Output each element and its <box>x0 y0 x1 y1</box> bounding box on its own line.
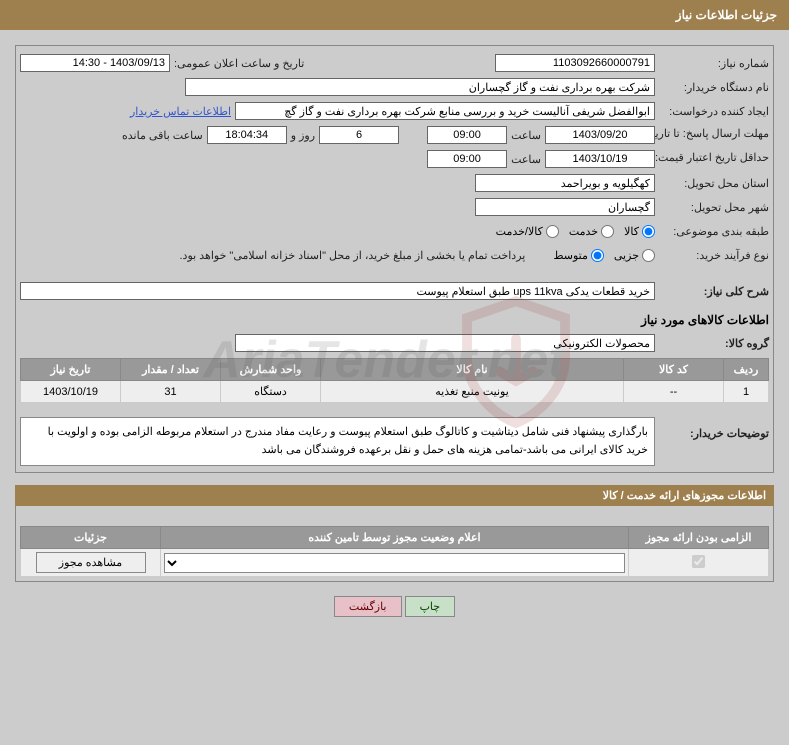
response-date-field: 1403/09/20 <box>545 126 655 144</box>
license-panel: الزامی بودن ارائه مجوز اعلام وضعیت مجوز … <box>15 506 774 582</box>
cell-unit: دستگاه <box>221 381 321 403</box>
goods-group-field: محصولات الکترونیکی <box>235 334 655 352</box>
goods-table: ردیف کد کالا نام کالا واحد شمارش تعداد /… <box>20 358 769 403</box>
print-button[interactable]: چاپ <box>405 596 456 617</box>
goods-group-label: گروه کالا: <box>659 337 769 350</box>
announce-date-label: تاریخ و ساعت اعلان عمومی: <box>174 57 304 70</box>
purchase-option-1[interactable]: متوسط <box>553 249 604 262</box>
lic-col-status: اعلام وضعیت مجوز توسط تامین کننده <box>161 527 629 549</box>
bottom-bar: چاپ بازگشت <box>15 582 774 617</box>
cell-code: -- <box>624 381 724 403</box>
view-license-button[interactable]: مشاهده مجوز <box>36 552 146 573</box>
delivery-city-field: گچساران <box>475 198 655 216</box>
delivery-province-field: کهگیلویه و بویراحمد <box>475 174 655 192</box>
buyer-org-field: شرکت بهره برداری نفت و گاز گچساران <box>185 78 655 96</box>
price-validity-date-field: 1403/10/19 <box>545 150 655 168</box>
category-radio-group: کالا خدمت کالا/خدمت <box>496 225 655 238</box>
col-name: نام کالا <box>321 359 624 381</box>
col-row: ردیف <box>724 359 769 381</box>
cat-radio-2[interactable] <box>546 225 559 238</box>
price-validity-time-field: 09:00 <box>427 150 507 168</box>
announce-date-field: 1403/09/13 - 14:30 <box>20 54 170 72</box>
payment-note: پرداخت تمام یا بخشی از مبلغ خرید، از محل… <box>180 249 526 262</box>
need-number-label: شماره نیاز: <box>659 57 769 70</box>
license-section-title: اطلاعات مجوزهای ارائه خدمت / کالا <box>15 485 774 506</box>
cat-radio-0[interactable] <box>642 225 655 238</box>
cat-radio-1[interactable] <box>601 225 614 238</box>
lic-col-mandatory: الزامی بودن ارائه مجوز <box>629 527 769 549</box>
requester-label: ایجاد کننده درخواست: <box>659 105 769 118</box>
countdown-field: 18:04:34 <box>207 126 287 144</box>
category-label: طبقه بندی موضوعی: <box>659 225 769 238</box>
buyer-notes-box: بارگذاری پیشنهاد فنی شامل دیتاشیت و کاتا… <box>20 417 655 466</box>
purchase-radio-group: جزیی متوسط <box>553 249 655 262</box>
price-validity-label: حداقل تاریخ اعتبار قیمت: تا تاریخ: <box>659 152 769 165</box>
purchase-type-label: نوع فرآیند خرید: <box>659 249 769 262</box>
col-unit: واحد شمارش <box>221 359 321 381</box>
general-desc-label: شرح کلی نیاز: <box>659 285 769 298</box>
back-button[interactable]: بازگشت <box>334 596 402 617</box>
col-date: تاریخ نیاز <box>21 359 121 381</box>
col-qty: تعداد / مقدار <box>121 359 221 381</box>
cat-option-2[interactable]: کالا/خدمت <box>496 225 559 238</box>
mandatory-checkbox <box>692 555 705 568</box>
lic-mandatory-cell <box>629 549 769 577</box>
cell-qty: 31 <box>121 381 221 403</box>
purchase-radio-0[interactable] <box>642 249 655 262</box>
days-remaining-field: 6 <box>319 126 399 144</box>
status-select[interactable] <box>164 553 625 573</box>
response-deadline-label: مهلت ارسال پاسخ: تا تاریخ: <box>659 128 769 141</box>
contact-link[interactable]: اطلاعات تماس خریدار <box>130 105 231 118</box>
time-label-1: ساعت <box>511 129 541 142</box>
remaining-label: ساعت باقی مانده <box>122 129 203 142</box>
need-number-field: 1103092660000791 <box>495 54 655 72</box>
goods-section-title: اطلاعات کالاهای مورد نیاز <box>20 310 769 330</box>
page-header: جزئیات اطلاعات نیاز <box>0 0 789 30</box>
delivery-city-label: شهر محل تحویل: <box>659 201 769 214</box>
cat-option-0[interactable]: کالا <box>624 225 655 238</box>
license-section-title-text: اطلاعات مجوزهای ارائه خدمت / کالا <box>603 490 766 502</box>
time-label-2: ساعت <box>511 153 541 166</box>
buyer-org-label: نام دستگاه خریدار: <box>659 81 769 94</box>
cell-row: 1 <box>724 381 769 403</box>
table-row: 1 -- یونیت منبع تغذیه دستگاه 31 1403/10/… <box>21 381 769 403</box>
lic-col-details: جزئیات <box>21 527 161 549</box>
cell-name: یونیت منبع تغذیه <box>321 381 624 403</box>
col-code: کد کالا <box>624 359 724 381</box>
requester-field: ابوالفضل شریفی آنالیست خرید و بررسی مناب… <box>235 102 655 120</box>
purchase-option-0[interactable]: جزیی <box>614 249 655 262</box>
purchase-radio-1[interactable] <box>591 249 604 262</box>
days-and-label: روز و <box>291 129 315 142</box>
lic-status-cell <box>161 549 629 577</box>
delivery-province-label: استان محل تحویل: <box>659 177 769 190</box>
cat-option-1[interactable]: خدمت <box>569 225 614 238</box>
license-table: الزامی بودن ارائه مجوز اعلام وضعیت مجوز … <box>20 526 769 577</box>
buyer-notes-label: توضیحات خریدار: <box>659 417 769 440</box>
general-desc-field: خرید قطعات یدکی ups 11kva طبق استعلام پی… <box>20 282 655 300</box>
form-panel: شماره نیاز: 1103092660000791 تاریخ و ساع… <box>15 45 774 473</box>
lic-details-cell: مشاهده مجوز <box>21 549 161 577</box>
license-row: مشاهده مجوز <box>21 549 769 577</box>
page-title: جزئیات اطلاعات نیاز <box>676 8 777 22</box>
response-time-field: 09:00 <box>427 126 507 144</box>
cell-date: 1403/10/19 <box>21 381 121 403</box>
